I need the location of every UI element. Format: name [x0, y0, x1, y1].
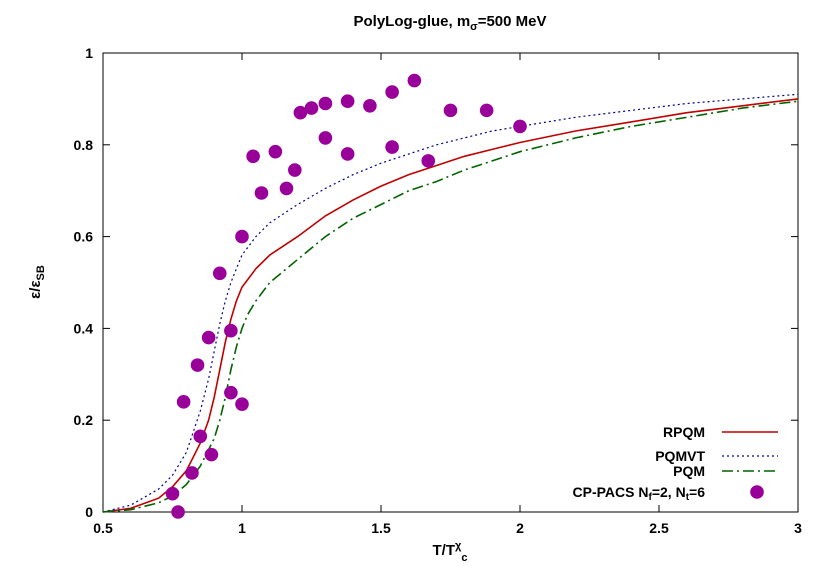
- data-point: [340, 94, 355, 108]
- data-point: [201, 330, 216, 345]
- data-point: [254, 186, 269, 200]
- legend-label-pqm: PQM: [673, 463, 705, 479]
- y-label-sub: SB: [35, 265, 47, 280]
- x-label-sub: c: [461, 552, 467, 564]
- data-point: [385, 140, 399, 154]
- data-point: [340, 147, 355, 161]
- series-line-rpqm: [102, 98, 799, 513]
- data-point: [235, 397, 249, 411]
- legend-label-rpqm: RPQM: [663, 424, 705, 440]
- legend-label-cp-pacs: CP-PACS Nf=2, Nt=6: [573, 484, 706, 503]
- y-axis-label: ε/εSB: [27, 265, 47, 299]
- y-tick-label: 0.6: [74, 229, 94, 245]
- data-point: [204, 447, 219, 462]
- data-point: [190, 358, 205, 372]
- x-label-sup: χ: [455, 540, 462, 552]
- legend: RPQM PQMVT PQM CP-PACS Nf=2, Nt=6: [573, 424, 778, 503]
- x-tick-label: 2: [516, 520, 524, 536]
- x-tick-label: 3: [794, 520, 802, 536]
- y-tick-label: 0.2: [74, 412, 94, 428]
- points-layer: [165, 73, 527, 519]
- data-point: [224, 323, 238, 338]
- data-point: [224, 385, 238, 400]
- legend-cp-part2: =2, N: [652, 484, 686, 500]
- data-point: [279, 181, 294, 196]
- x-tick-label: 1: [238, 520, 246, 536]
- legend-samples: [722, 431, 778, 499]
- x-axis-label: T/Tχc: [433, 540, 468, 564]
- data-point: [513, 119, 527, 134]
- data-point: [176, 395, 191, 409]
- y-tick-label: 1: [85, 45, 93, 61]
- legend-cp-sub1: f: [648, 492, 652, 503]
- data-point: [185, 466, 199, 480]
- data-point: [293, 105, 308, 120]
- axis-ticks: 0.5 1 1.5 2 2.5 3 0 0.2 0.4 0.6 0.8 1: [74, 45, 803, 536]
- x-tick-label: 2.5: [649, 520, 669, 536]
- title-main: PolyLog-glue, m: [354, 13, 471, 30]
- data-point: [171, 505, 185, 519]
- data-point: [193, 429, 208, 444]
- data-point: [246, 149, 260, 164]
- y-tick-label: 0.4: [74, 320, 94, 336]
- x-label-main: T/T: [433, 542, 456, 559]
- title-subscript: σ: [470, 21, 478, 33]
- data-point: [235, 229, 249, 244]
- y-label-main: ε/ε: [27, 280, 44, 298]
- data-point: [479, 103, 494, 118]
- legend-label-pqmvt: PQMVT: [655, 448, 705, 464]
- data-point: [165, 486, 180, 501]
- legend-cp-sub2: t: [686, 492, 690, 503]
- data-point: [443, 103, 458, 118]
- data-point: [421, 154, 436, 168]
- legend-sample-cp-pacs: [750, 485, 764, 499]
- data-point: [407, 73, 422, 88]
- chart-title: PolyLog-glue, mσ=500 MeV: [354, 13, 547, 33]
- series-line-pqmvt: [102, 93, 799, 513]
- legend-cp-part1: CP-PACS N: [573, 484, 649, 500]
- title-tail: =500 MeV: [478, 13, 547, 30]
- y-tick-label: 0.8: [74, 137, 94, 153]
- data-point: [268, 144, 283, 159]
- x-tick-label: 1.5: [371, 520, 391, 536]
- data-point: [212, 266, 227, 281]
- legend-cp-part3: =6: [689, 484, 705, 500]
- data-point: [385, 85, 399, 99]
- data-point: [318, 131, 333, 145]
- data-point: [288, 163, 302, 177]
- x-tick-label: 0.5: [93, 520, 113, 536]
- plot-frame: [102, 52, 799, 513]
- data-point: [304, 101, 319, 115]
- data-point: [318, 96, 333, 111]
- data-point: [363, 98, 377, 113]
- y-tick-label: 0: [85, 504, 93, 520]
